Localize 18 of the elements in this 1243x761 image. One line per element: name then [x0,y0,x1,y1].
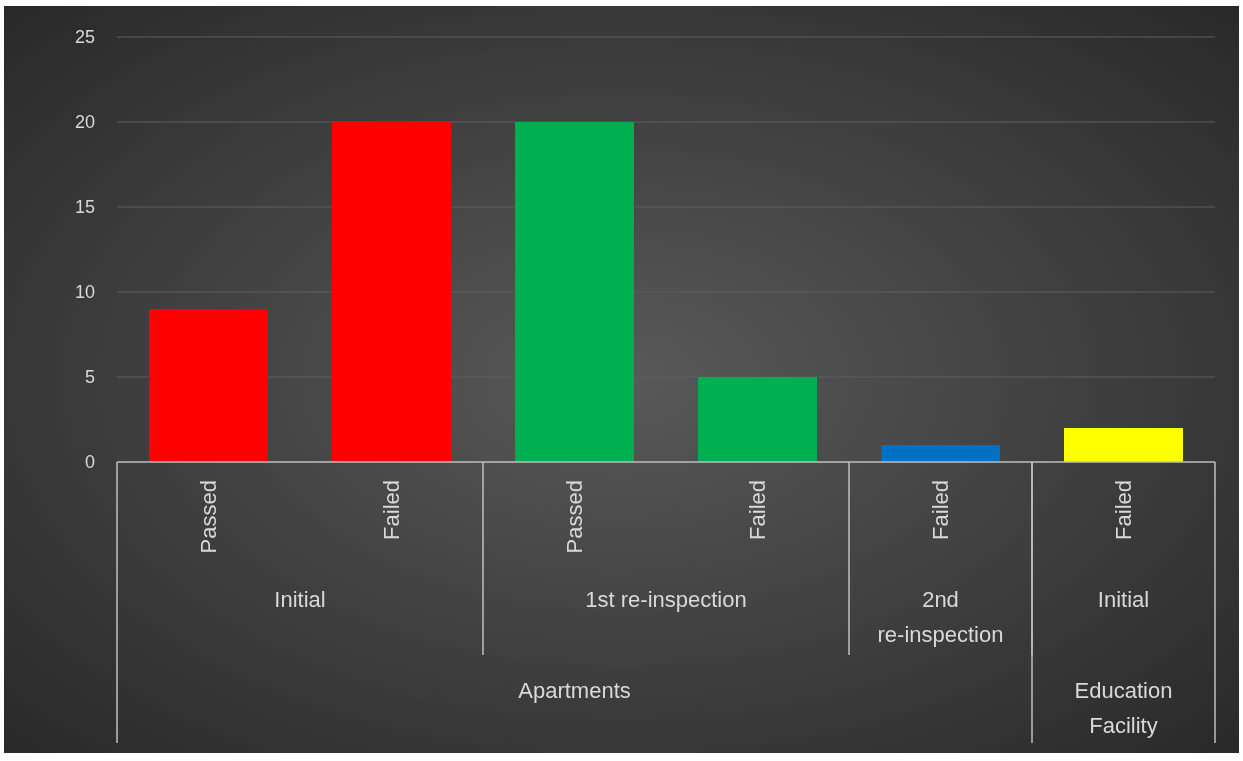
text: Initial [1097,586,1150,612]
y-tick-label: 25 [74,27,95,48]
x-tick-label: Failed [379,480,405,540]
x-tick-label: Passed [562,480,588,554]
text: Apartments [518,677,631,703]
y-tick-label: 5 [84,367,95,388]
y-tick-label: 0 [84,452,95,473]
x-tick-label: Failed [928,480,954,540]
y-tick-label: 15 [74,197,95,218]
x-tick-label: Failed [1111,480,1137,540]
y-tick-label: 20 [74,112,95,133]
text: Initial [274,586,326,612]
x-tick-label: Failed [745,480,771,540]
x-tick-label: Passed [196,480,222,554]
text: Education Facility [1074,677,1173,738]
text: 1st re-inspection [585,586,747,612]
text: 2nd re-inspection [877,586,1004,647]
y-tick-label: 10 [74,282,95,303]
